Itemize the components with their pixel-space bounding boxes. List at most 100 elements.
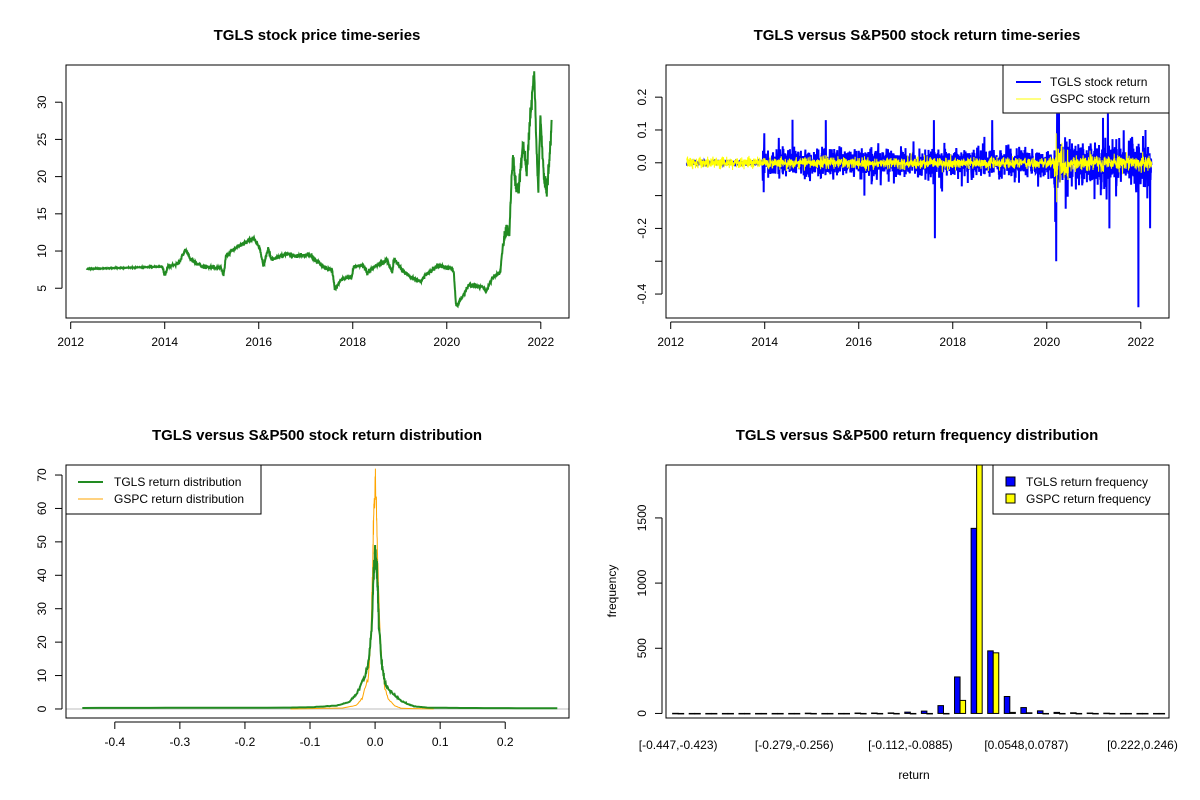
- gspc-frequency-bar: [793, 712, 801, 715]
- gspc-frequency-bar: [1141, 712, 1149, 715]
- gspc-frequency-bar: [992, 652, 1000, 714]
- x-tick-label: 2020: [433, 335, 460, 349]
- x-tick-label: 2018: [939, 335, 966, 349]
- gspc-frequency-bar: [876, 712, 884, 715]
- plot-layer: 2012 2014 2016 2018 2020 2022 5 10 15 20 25 30 2012 2…: [35, 64, 1178, 752]
- y-tick-label: 0.2: [635, 88, 649, 105]
- gspc-frequency-bar: [710, 712, 718, 715]
- x-category-label: [0.0548,0.0787): [984, 738, 1068, 752]
- tgls-frequency-bar: [1036, 710, 1044, 714]
- tgls-return-series-line: [685, 113, 1153, 308]
- tgls-frequency-bar: [804, 712, 812, 715]
- tgls-frequency-bar: [788, 712, 795, 715]
- gspc-frequency-bar: [893, 712, 900, 715]
- y-tick-label: 60: [35, 501, 49, 515]
- tgls-frequency-bar: [904, 711, 911, 714]
- y-tick-label: 0: [635, 710, 649, 717]
- x-category-label: [-0.112,-0.0885): [868, 738, 953, 752]
- y-tick-label: -0.2: [635, 218, 649, 239]
- x-axis-label-return: return: [898, 768, 929, 782]
- x-tick-label: 2022: [527, 335, 554, 349]
- x-tick-label: 0.1: [432, 735, 449, 749]
- plot-frame-returns: [665, 64, 1170, 319]
- legend-label: TGLS return frequency: [1026, 475, 1148, 489]
- gspc-frequency-bar: [1125, 712, 1132, 715]
- gspc-frequency-bar: [1025, 712, 1033, 714]
- y-tick-label: 30: [35, 95, 49, 109]
- gspc-frequency-bar: [1108, 712, 1116, 715]
- y-tick-label: 10: [35, 669, 49, 683]
- gspc-frequency-bar: [826, 712, 834, 715]
- gspc-frequency-bar: [1075, 712, 1083, 715]
- y-tick-label: 10: [35, 244, 49, 258]
- tgls-frequency-bar: [920, 710, 928, 714]
- plot-frame-frequency: [665, 464, 1170, 719]
- tgls-density-line: [82, 544, 558, 710]
- tgls-frequency-bar: [937, 705, 944, 714]
- legend-box: [1002, 64, 1170, 114]
- tgls-frequency-bar: [771, 712, 779, 715]
- x-tick-label: 2012: [657, 335, 684, 349]
- x-tick-label: -0.2: [235, 735, 256, 749]
- chart-title-frequency: TGLS versus S&P500 return frequency dist…: [736, 427, 1099, 444]
- gspc-frequency-bar: [1009, 711, 1016, 714]
- gspc-frequency-bar: [959, 699, 967, 714]
- y-tick-label: 30: [35, 602, 49, 616]
- plot-frame-density: [65, 464, 570, 719]
- x-category-label: [-0.447,-0.423): [639, 738, 718, 752]
- legend-density: [65, 464, 262, 515]
- tgls-frequency-bar: [954, 676, 961, 714]
- gspc-frequency-bar: [777, 712, 784, 715]
- tgls-frequency-bar: [854, 712, 862, 715]
- gspc-frequency-bar: [909, 712, 917, 715]
- y-tick-label: 50: [35, 535, 49, 549]
- gspc-frequency-bar: [926, 712, 933, 715]
- tgls-frequency-bar: [1003, 695, 1011, 714]
- x-tick-label: 2014: [151, 335, 178, 349]
- tgls-frequency-bar: [970, 527, 978, 714]
- legend-label: TGLS return distribution: [114, 475, 241, 489]
- tgls-frequency-bar: [1070, 712, 1077, 714]
- y-tick-label: 5: [35, 285, 49, 292]
- x-tick-label: 2018: [339, 335, 366, 349]
- gspc-frequency-bar: [1042, 712, 1050, 715]
- legend-box: [992, 464, 1170, 515]
- gspc-frequency-bar: [942, 712, 950, 715]
- y-tick-label: 0: [35, 705, 49, 712]
- legend-box: [65, 464, 262, 515]
- tgls-frequency-bar: [821, 712, 828, 715]
- gspc-frequency-bar: [694, 712, 701, 715]
- gspc-frequency-bar: [760, 712, 768, 715]
- gspc-frequency-bar: [1092, 712, 1099, 715]
- x-tick-label: -0.1: [300, 735, 321, 749]
- chart-title-price: TGLS stock price time-series: [214, 27, 421, 44]
- gspc-density-line: [290, 468, 434, 710]
- gspc-frequency-bar: [843, 712, 851, 715]
- x-tick-label: -0.4: [104, 735, 125, 749]
- gspc-frequency-bar: [727, 712, 734, 715]
- gspc-frequency-bar: [743, 712, 751, 715]
- y-tick-label: 25: [35, 132, 49, 146]
- y-tick-label: 0.0: [635, 154, 649, 171]
- gspc-frequency-bar: [677, 712, 685, 715]
- gspc-frequency-bar: [976, 465, 983, 714]
- y-tick-label: 1000: [635, 569, 649, 596]
- gspc-frequency-bar: [1158, 712, 1166, 715]
- tgls-frequency-bar: [1103, 712, 1110, 715]
- tgls-frequency-bar: [672, 712, 679, 715]
- chart-title-distribution: TGLS versus S&P500 stock return distribu…: [152, 427, 482, 444]
- y-axis-label-frequency: frequency: [605, 565, 619, 618]
- tgls-frequency-bar: [755, 712, 762, 715]
- x-tick-label: 2022: [1127, 335, 1154, 349]
- x-tick-label: 2016: [845, 335, 872, 349]
- y-tick-label: 1500: [635, 504, 649, 531]
- plot-frame-price: [65, 64, 570, 319]
- gspc-return-series-line: [686, 133, 1153, 203]
- legend-label: GSPC return frequency: [1026, 492, 1151, 506]
- legend-label: TGLS stock return: [1050, 75, 1147, 89]
- legend-swatch-tgls: [1005, 476, 1016, 487]
- tgls-frequency-bar: [705, 712, 712, 715]
- tgls-frequency-bar: [1086, 712, 1094, 715]
